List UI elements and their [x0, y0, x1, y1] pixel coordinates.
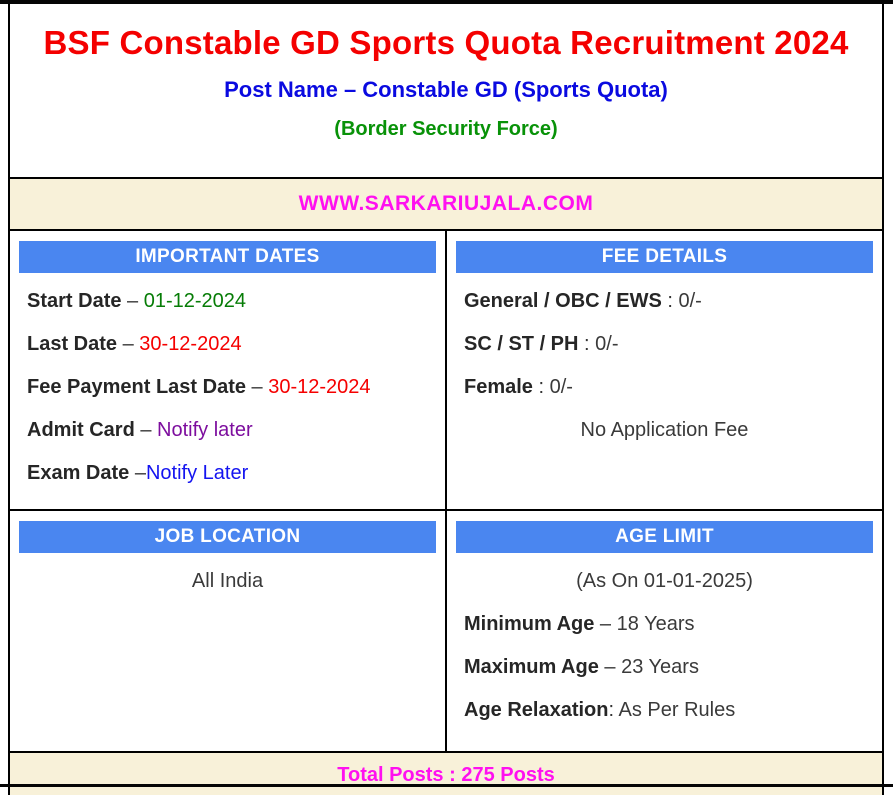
organization-name: (Border Security Force): [334, 117, 558, 140]
age-value: As Per Rules: [618, 699, 736, 721]
age-limit-header: AGE LIMIT: [456, 521, 873, 553]
website-name: WWW.SARKARIUJALA.COM: [298, 192, 594, 215]
separator: –: [117, 333, 140, 355]
fee-label: General / OBC / EWS: [464, 290, 662, 312]
separator: –: [121, 290, 144, 312]
date-label: Exam Date: [27, 462, 130, 484]
post-name: Post Name – Constable GD (Sports Quota): [224, 76, 668, 102]
age-row-maximum: Maximum Age – 23 Years: [464, 653, 865, 682]
location-age-section: JOB LOCATION All India AGE LIMIT (As On …: [10, 511, 882, 753]
page-title: BSF Constable GD Sports Quota Recruitmen…: [43, 24, 849, 61]
fee-row-sc-st: SC / ST / PH : 0/-: [464, 330, 865, 359]
fee-label: Female: [464, 376, 533, 398]
job-location-header: JOB LOCATION: [19, 521, 436, 553]
age-row-minimum: Minimum Age – 18 Years: [464, 610, 865, 639]
total-posts-text: Total Posts : 275 Posts: [337, 764, 555, 786]
separator: –: [594, 613, 617, 635]
age-row-relaxation: Age Relaxation: As Per Rules: [464, 696, 865, 725]
job-location-value: All India: [191, 570, 264, 592]
date-value: 01-12-2024: [143, 290, 247, 312]
separator: :: [661, 290, 679, 312]
no-application-fee-note: No Application Fee: [580, 419, 749, 441]
age-label: Age Relaxation: [464, 699, 609, 721]
date-row-admit-card: Admit Card – Notify later: [27, 416, 428, 445]
title-section: BSF Constable GD Sports Quota Recruitmen…: [10, 24, 882, 179]
fee-value: 0/-: [595, 333, 619, 355]
fee-value: 0/-: [678, 290, 702, 312]
bottom-border-rule: [0, 784, 893, 787]
age-label: Maximum Age: [464, 656, 599, 678]
fee-value: 0/-: [549, 376, 573, 398]
top-border-rule: [0, 0, 893, 4]
age-limit-cell: AGE LIMIT (As On 01-01-2025) Minimum Age…: [447, 511, 882, 751]
age-label: Minimum Age: [464, 613, 595, 635]
date-label: Fee Payment Last Date: [27, 376, 246, 398]
fee-row-general: General / OBC / EWS : 0/-: [464, 287, 865, 316]
age-as-on-date: (As On 01-01-2025): [576, 570, 753, 592]
age-value: 18 Years: [616, 613, 695, 635]
date-value: Notify later: [157, 419, 253, 441]
fee-label: SC / ST / PH: [464, 333, 579, 355]
important-dates-header: IMPORTANT DATES: [19, 241, 436, 273]
separator: :: [578, 333, 596, 355]
important-dates-cell: IMPORTANT DATES Start Date – 01-12-2024 …: [10, 231, 447, 509]
website-banner: WWW.SARKARIUJALA.COM: [10, 179, 882, 231]
separator: :: [608, 699, 619, 721]
separator: –: [134, 419, 158, 441]
fee-details-header: FEE DETAILS: [456, 241, 873, 273]
fee-row-female: Female : 0/-: [464, 373, 865, 402]
separator: –: [129, 462, 146, 484]
separator: :: [532, 376, 550, 398]
fee-details-cell: FEE DETAILS General / OBC / EWS : 0/- SC…: [447, 231, 882, 509]
job-location-cell: JOB LOCATION All India: [10, 511, 447, 751]
dates-fees-section: IMPORTANT DATES Start Date – 01-12-2024 …: [10, 231, 882, 511]
date-value: 30-12-2024: [268, 376, 371, 398]
age-value: 23 Years: [621, 656, 699, 678]
date-value: 30-12-2024: [139, 333, 242, 355]
date-value: Notify Later: [145, 462, 249, 484]
notice-table: BSF Constable GD Sports Quota Recruitmen…: [8, 4, 884, 795]
date-row-exam-date: Exam Date –Notify Later: [27, 459, 428, 488]
date-row-start-date: Start Date – 01-12-2024: [27, 287, 428, 316]
separator: –: [598, 656, 622, 678]
separator: –: [245, 376, 269, 398]
date-label: Admit Card: [27, 419, 135, 441]
date-label: Last Date: [27, 333, 118, 355]
date-row-fee-payment: Fee Payment Last Date – 30-12-2024: [27, 373, 428, 402]
date-label: Start Date: [27, 290, 122, 312]
date-row-last-date: Last Date – 30-12-2024: [27, 330, 428, 359]
total-posts-banner: Total Posts : 275 Posts: [10, 753, 882, 795]
